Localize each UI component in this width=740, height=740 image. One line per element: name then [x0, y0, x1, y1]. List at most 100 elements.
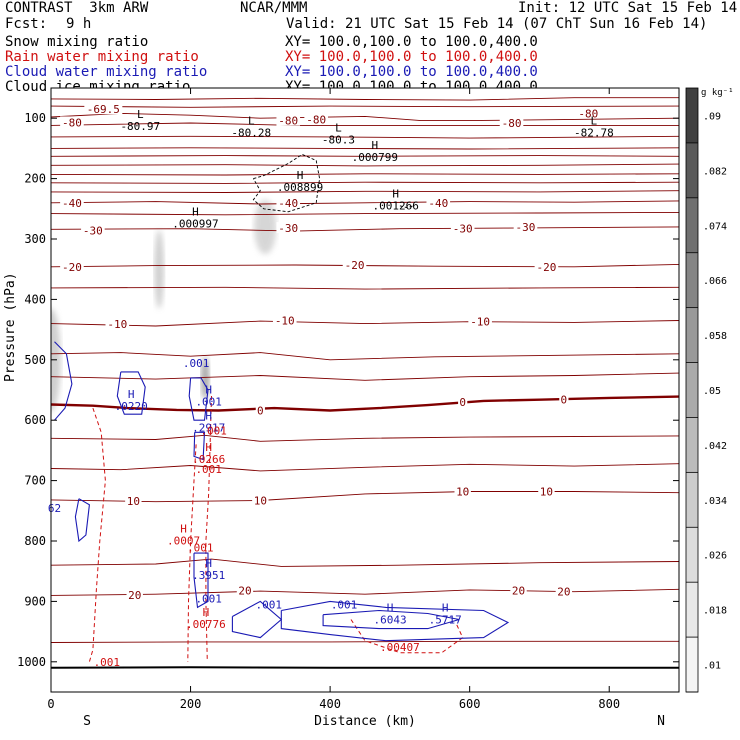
extremum-symbol-7: H: [392, 187, 399, 200]
extremum-symbol-3: L: [591, 114, 598, 127]
y-tick-label-8: 900: [24, 594, 46, 608]
temperature-label-29: 20: [557, 586, 570, 599]
isotherm-16: [51, 320, 679, 327]
temperature-label-bg-2: [304, 113, 328, 125]
model-title: CONTRAST 3km ARW: [5, 0, 149, 16]
temperature-label-bg-5: [576, 107, 601, 119]
y-tick-label-6: 700: [24, 474, 46, 488]
temperature-label-bg-19: [255, 404, 265, 416]
isotherm-9: [51, 181, 679, 184]
x-tick-label-2: 400: [319, 697, 341, 711]
cloud-ice-contours: [252, 153, 414, 213]
y-tick-label-0: 100: [24, 111, 46, 125]
temperature-label-16: -10: [107, 318, 127, 331]
isotherm-4: [51, 135, 679, 139]
field-name-snow: Snow mixing ratio: [5, 34, 149, 50]
temperature-label-bg-7: [276, 196, 301, 208]
colorbar-label-9: .018: [703, 606, 727, 617]
temperature-label-bg-25: [538, 485, 555, 497]
temperature-label-bg-13: [60, 260, 84, 272]
extremum-symbol-15: H: [387, 602, 394, 615]
isotherm-0: [51, 97, 679, 101]
y-tick-label-7: 800: [24, 534, 46, 548]
extremum-value-15: .6043: [374, 614, 407, 627]
isotherm-22: [51, 558, 679, 567]
isotherm-2: [51, 112, 679, 122]
extremum-symbol-13: H: [205, 557, 212, 570]
temperature-label-15: -20: [536, 261, 556, 274]
temperature-label-26: 20: [128, 589, 141, 602]
endpoint-north: N: [657, 714, 665, 729]
temperature-label-24: 10: [456, 485, 469, 498]
temperature-label-7: -40: [278, 197, 298, 210]
temperature-label-bg-23: [252, 494, 269, 506]
temperature-label-bg-22: [125, 495, 142, 507]
y-tick-label-1: 200: [24, 172, 46, 186]
contour-label-2: .001: [195, 463, 222, 476]
extremum-value-2: -80.3: [322, 134, 355, 147]
extremum-value-6: .000997: [172, 217, 218, 230]
colorbar-label-1: .082: [703, 166, 727, 177]
y-tick-label-5: 600: [24, 413, 46, 427]
init-time: Init: 12 UTC Sat 15 Feb 14: [518, 0, 738, 16]
extremum-value-14: .00776: [186, 618, 226, 631]
temperature-label-20: 0: [459, 396, 466, 409]
rain-contour-2: [205, 395, 212, 662]
temperature-label-bg-15: [534, 260, 559, 272]
extremum-value-7: .001266: [373, 199, 419, 212]
colorbar-swatch-7: [686, 472, 698, 528]
temperature-label-27: 20: [238, 585, 251, 598]
y-axis-title: Pressure (hPa): [3, 272, 18, 382]
cloud-water-contour-0: [54, 341, 73, 421]
extremum-symbol-0: L: [137, 108, 144, 121]
extremum-symbol-1: L: [248, 114, 255, 127]
isotherm-8: [51, 173, 679, 176]
extremum-value-0: -80.97: [120, 120, 160, 133]
y-tick-label-9: 1000: [17, 655, 46, 669]
endpoint-south: S: [83, 714, 91, 729]
colorbar: .09 .082 .074 .066 .058 .05 .042 .034 .026 .018 .0…: [685, 87, 727, 693]
temperature-label-22: 10: [127, 495, 140, 508]
temperature-label-28: 20: [512, 585, 525, 598]
x-axis-title: Distance (km): [314, 714, 416, 729]
snow-shading-2: [254, 199, 277, 255]
temperature-label-bg-20: [458, 396, 468, 408]
cloud-water-contour-1: [116, 371, 146, 415]
colorbar-swatch-3: [686, 252, 698, 308]
field-name-rain: Rain water mixing ratio: [5, 49, 199, 65]
extremum-value-13: .3951: [192, 569, 225, 582]
cloud-water-contour-3: [188, 377, 209, 421]
temperature-label-6: -40: [62, 197, 82, 210]
temperature-label-2: -80: [306, 113, 326, 126]
rain-contour-0: [88, 407, 106, 662]
surface-line: [51, 666, 679, 669]
colorbar-swatch-9: [686, 582, 698, 638]
contour-label-0: .001: [183, 357, 210, 370]
temperature-label-5: -80: [578, 107, 598, 120]
isotherm-6: [51, 155, 679, 157]
field-xy-rain: XY= 100.0,100.0 to 100.0,400.0: [285, 49, 538, 65]
temperature-label-17: -10: [275, 315, 295, 328]
extremum-symbol-6: H: [192, 205, 199, 218]
temperature-label-bg-24: [454, 485, 471, 497]
temperature-label-bg-3: [276, 114, 301, 126]
temperature-label-bg-18: [468, 315, 492, 327]
extremum-value-16: .5717: [429, 614, 462, 627]
field-name-cloud-water: Cloud water mixing ratio: [5, 64, 208, 80]
temperature-label-23: 10: [254, 495, 267, 508]
temperature-label-bg-28: [510, 584, 527, 596]
temperature-label-bg-29: [555, 585, 573, 597]
temperature-label-1: -80: [62, 116, 82, 129]
temperature-label-11: -30: [453, 223, 473, 236]
colorbar-label-4: .058: [703, 331, 727, 342]
isotherm-7: [51, 163, 679, 167]
field-xy-cloud-water: XY= 100.0,100.0 to 100.0,400.0: [285, 64, 538, 80]
y-tick-label-3: 400: [24, 292, 46, 306]
extremum-symbol-11: H: [205, 441, 212, 454]
isotherm-21: [51, 491, 679, 503]
temperature-label-bg-21: [559, 393, 569, 405]
temperature-label-3: -80: [278, 115, 298, 128]
axes: 0 200 400 600 800100200300400500600700800900…: [17, 88, 679, 711]
temperature-label-25: 10: [540, 485, 553, 498]
